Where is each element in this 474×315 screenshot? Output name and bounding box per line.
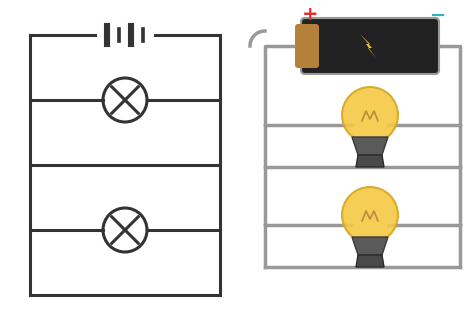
Polygon shape <box>352 137 388 155</box>
FancyBboxPatch shape <box>301 18 439 74</box>
Circle shape <box>342 87 398 143</box>
Polygon shape <box>356 155 384 167</box>
Polygon shape <box>360 34 376 58</box>
Polygon shape <box>352 237 388 255</box>
Polygon shape <box>356 255 384 267</box>
FancyBboxPatch shape <box>295 24 319 68</box>
Text: −: − <box>430 5 446 25</box>
Text: +: + <box>302 5 318 25</box>
Circle shape <box>342 187 398 243</box>
